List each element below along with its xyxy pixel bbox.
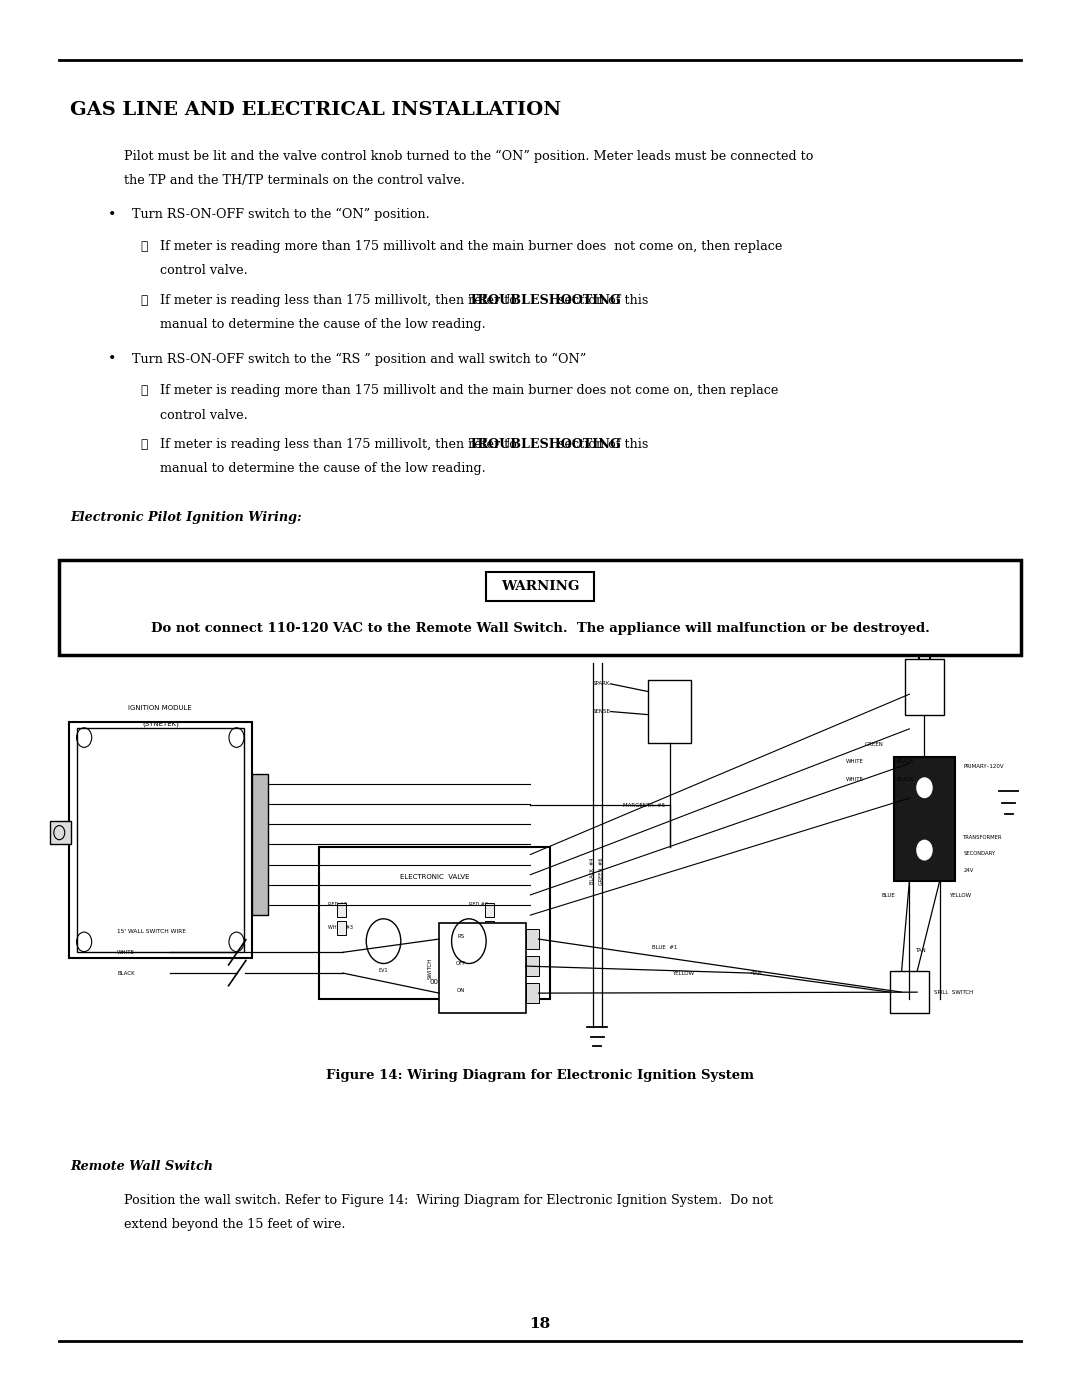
Text: BLACK: BLACK: [117, 971, 135, 975]
Text: If meter is reading less than 175 millivolt, then refer to: If meter is reading less than 175 milliv…: [160, 293, 521, 307]
Text: Do not connect 110-120 VAC to the Remote Wall Switch.  The appliance will malfun: Do not connect 110-120 VAC to the Remote…: [150, 622, 930, 636]
Text: TROUBLESHOOTING: TROUBLESHOOTING: [469, 293, 622, 307]
Bar: [890, 971, 929, 1013]
Text: OFF: OFF: [456, 961, 465, 965]
Text: RED #2: RED #2: [328, 902, 347, 907]
Text: YELLOW: YELLOW: [672, 971, 693, 975]
Bar: [252, 774, 268, 915]
Text: GREY #7: GREY #7: [469, 925, 491, 930]
Circle shape: [917, 778, 932, 798]
Bar: [526, 957, 539, 977]
Text: PILOT  ASSEMBLY: PILOT ASSEMBLY: [639, 650, 700, 657]
Text: TROUBLESHOOTING: TROUBLESHOOTING: [469, 437, 622, 451]
Text: EV2: EV2: [464, 968, 474, 972]
Text: the TP and the TH/TP terminals on the control valve.: the TP and the TH/TP terminals on the co…: [124, 175, 465, 187]
Text: 15' WALL SWITCH WIRE: 15' WALL SWITCH WIRE: [117, 929, 186, 935]
Text: Turn RS-ON-OFF switch to the “ON” position.: Turn RS-ON-OFF switch to the “ON” positi…: [132, 208, 430, 221]
Text: (SYNETEK): (SYNETEK): [141, 721, 179, 726]
Text: Remote Wall Switch: Remote Wall Switch: [70, 1160, 213, 1172]
Bar: [485, 921, 494, 935]
Text: WARNING: WARNING: [501, 580, 579, 594]
Text: ELECTRONIC  VALVE: ELECTRONIC VALVE: [400, 875, 469, 880]
Text: BLACK  #4: BLACK #4: [591, 858, 595, 884]
Text: GREEN  #6: GREEN #6: [599, 858, 604, 884]
Bar: [59, 560, 1021, 655]
Text: TAN: TAN: [915, 949, 926, 953]
Text: ✓: ✓: [140, 437, 148, 451]
Text: BLUE: BLUE: [882, 893, 895, 898]
Text: section of this: section of this: [554, 293, 648, 307]
Circle shape: [917, 841, 932, 861]
Text: 18: 18: [529, 1317, 551, 1331]
Text: BLACK: BLACK: [896, 759, 914, 764]
Text: ON: ON: [457, 988, 464, 993]
Text: manual to determine the cause of the low reading.: manual to determine the cause of the low…: [160, 462, 486, 475]
Text: •: •: [108, 208, 117, 222]
Text: 24V: 24V: [963, 868, 974, 873]
Text: WHITE: WHITE: [117, 950, 135, 954]
Text: If meter is reading less than 175 millivolt, then refer to: If meter is reading less than 175 milliv…: [160, 437, 521, 451]
Text: SWITCH: SWITCH: [428, 957, 433, 978]
Bar: [486, 573, 594, 602]
Text: WHITE: WHITE: [846, 777, 864, 781]
Bar: [77, 728, 244, 951]
Text: Position the wall switch. Refer to Figure 14:  Wiring Diagram for Electronic Ign: Position the wall switch. Refer to Figur…: [124, 1193, 773, 1207]
Text: ✓: ✓: [140, 293, 148, 307]
Text: GAS LINE AND ELECTRICAL INSTALLATION: GAS LINE AND ELECTRICAL INSTALLATION: [70, 101, 562, 119]
Bar: [337, 902, 346, 916]
Text: manual to determine the cause of the low reading.: manual to determine the cause of the low…: [160, 319, 486, 331]
Text: ✓: ✓: [140, 384, 148, 397]
Bar: [485, 902, 494, 916]
Bar: [526, 929, 539, 949]
Bar: [526, 983, 539, 1003]
Text: BLACK: BLACK: [896, 777, 914, 781]
Bar: [894, 757, 955, 882]
Text: SPARK: SPARK: [593, 682, 610, 686]
Text: RED #2: RED #2: [469, 902, 488, 907]
Text: Pilot must be lit and the valve control knob turned to the “ON” position. Meter : Pilot must be lit and the valve control …: [124, 149, 813, 162]
Bar: [319, 847, 550, 999]
Text: extend beyond the 15 feet of wire.: extend beyond the 15 feet of wire.: [124, 1218, 346, 1231]
Bar: [440, 923, 526, 1013]
Text: TRANSFORMER: TRANSFORMER: [963, 835, 1003, 840]
Text: BLUE  #1: BLUE #1: [652, 944, 677, 950]
Text: If meter is reading more than 175 millivolt and the main burner does  not come o: If meter is reading more than 175 milliv…: [160, 240, 782, 253]
Bar: [337, 921, 346, 935]
Bar: [905, 659, 944, 715]
Text: WHITE #3: WHITE #3: [328, 925, 353, 930]
Text: IGNITION MODULE: IGNITION MODULE: [129, 704, 192, 711]
Bar: [648, 680, 691, 743]
Text: TO  JUNCTION  BOX: TO JUNCTION BOX: [894, 641, 955, 645]
Text: WHITE: WHITE: [846, 759, 864, 764]
Text: SPILL  SWITCH: SPILL SWITCH: [934, 989, 973, 995]
Text: control valve.: control valve.: [160, 264, 247, 278]
Bar: [50, 821, 71, 844]
Bar: [69, 722, 252, 957]
Text: TAN: TAN: [752, 971, 762, 975]
Text: GREEN: GREEN: [865, 742, 883, 746]
Text: SENSE: SENSE: [593, 710, 610, 714]
Text: •: •: [108, 352, 117, 366]
Text: If meter is reading more than 175 millivolt and the main burner does not come on: If meter is reading more than 175 milliv…: [160, 384, 779, 397]
Text: SECONDARY: SECONDARY: [963, 851, 996, 856]
Text: EV1: EV1: [379, 968, 389, 972]
Text: PRIMARY–120V: PRIMARY–120V: [963, 764, 1004, 768]
Text: Turn RS-ON-OFF switch to the “RS ” position and wall switch to “ON”: Turn RS-ON-OFF switch to the “RS ” posit…: [132, 352, 586, 366]
Text: MARGENTA  #5: MARGENTA #5: [623, 802, 665, 807]
Text: YELLOW: YELLOW: [949, 893, 971, 898]
Text: Electronic Pilot Ignition Wiring:: Electronic Pilot Ignition Wiring:: [70, 511, 302, 524]
Text: 00: 00: [430, 979, 438, 985]
Text: Figure 14: Wiring Diagram for Electronic Ignition System: Figure 14: Wiring Diagram for Electronic…: [326, 1069, 754, 1081]
Text: RS: RS: [457, 933, 464, 939]
Text: ✓: ✓: [140, 240, 148, 253]
Text: section of this: section of this: [554, 437, 648, 451]
Text: control valve.: control valve.: [160, 408, 247, 422]
